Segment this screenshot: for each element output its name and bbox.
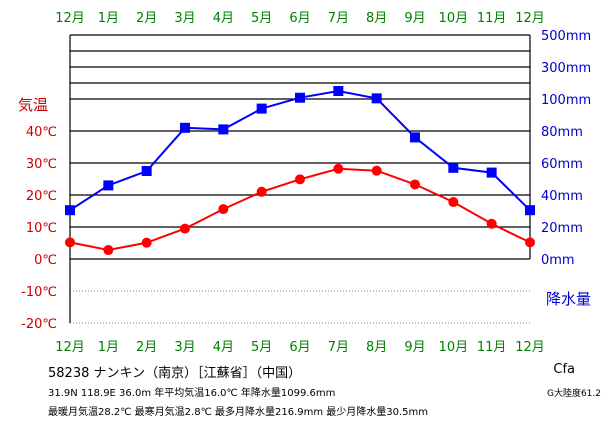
month-label-top: 3月 (174, 11, 195, 26)
month-label-bottom: 6月 (289, 340, 310, 355)
temperature-point (371, 165, 382, 176)
precipitation-tick-label: 300mm (541, 61, 591, 76)
month-label-top: 2月 (136, 11, 157, 26)
precipitation-series (65, 86, 535, 216)
temperature-tick-label: 40℃ (26, 125, 57, 140)
month-label-top: 4月 (213, 11, 234, 26)
temperature-point (486, 218, 497, 229)
temperature-point (65, 237, 75, 248)
month-label-bottom: 4月 (213, 340, 234, 355)
precipitation-point (448, 162, 459, 173)
month-label-top: 8月 (366, 11, 387, 26)
month-label-top: 9月 (404, 11, 425, 26)
precipitation-tick-label: 40mm (541, 189, 583, 204)
precipitation-point (141, 166, 152, 176)
precipitation-point (180, 122, 190, 133)
month-label-top: 7月 (328, 11, 349, 26)
temperature-point (410, 179, 420, 190)
month-label-top: 10月 (439, 11, 469, 26)
month-label-top: 5月 (251, 11, 272, 26)
temperature-tick-label: 20℃ (26, 189, 57, 204)
precipitation-point (486, 167, 497, 178)
precipitation-tick-label: 60mm (541, 157, 583, 172)
temperature-point (295, 174, 305, 185)
month-label-bottom: 7月 (328, 340, 349, 355)
temperature-point (103, 245, 114, 256)
precipitation-axis-label: 降水量 (546, 290, 591, 308)
temperature-point (256, 186, 267, 197)
temperature-tick-label: 10℃ (26, 221, 57, 236)
month-label-top: 6月 (289, 11, 310, 26)
month-label-top: 12月 (55, 11, 85, 26)
temperature-point (448, 197, 459, 208)
precipitation-point (410, 132, 420, 143)
temperature-tick-label: 30℃ (26, 157, 57, 172)
month-label-bottom: 2月 (136, 340, 157, 355)
precipitation-point (256, 103, 267, 114)
precipitation-tick-label: 500mm (541, 29, 591, 44)
month-label-bottom: 8月 (366, 340, 387, 355)
temperature-point (333, 163, 344, 174)
precipitation-point (65, 205, 75, 216)
month-labels-top: 12月 1月 2月 3月 4月 5月 6月 7月 8月 9月 10月 11月 12月 (55, 11, 545, 26)
month-label-bottom: 11月 (477, 340, 507, 355)
month-label-bottom: 10月 (439, 340, 469, 355)
precipitation-point (218, 124, 229, 135)
month-label-top: 11月 (477, 11, 507, 26)
month-label-top: 12月 (515, 11, 545, 26)
month-label-top: 1月 (98, 11, 119, 26)
precipitation-tick-label: 100mm (541, 93, 591, 108)
temperature-tick-label: -20℃ (21, 317, 57, 332)
temperature-tick-label: 0℃ (34, 253, 57, 268)
temperature-axis-label: 気温 (18, 96, 48, 114)
month-label-bottom: 12月 (55, 340, 85, 355)
month-label-bottom: 3月 (174, 340, 195, 355)
temperature-point (218, 204, 229, 215)
month-label-bottom: 1月 (98, 340, 119, 355)
precipitation-tick-label: 80mm (541, 125, 583, 140)
month-label-bottom: 9月 (404, 340, 425, 355)
month-label-bottom: 12月 (515, 340, 545, 355)
temperature-point (141, 237, 152, 248)
precipitation-tick-labels: 500mm 300mm 100mm 80mm 60mm 40mm 20mm 0mm (541, 29, 591, 268)
temperature-tick-label: -10℃ (21, 285, 57, 300)
precipitation-point (525, 205, 535, 216)
precipitation-line (69, 89, 531, 212)
precipitation-point (295, 92, 305, 103)
precipitation-point (333, 86, 344, 96)
precipitation-point (371, 93, 382, 104)
temperature-series (65, 163, 535, 256)
temperature-tick-labels: 40℃ 30℃ 20℃ 10℃ 0℃ -10℃ -20℃ (21, 125, 57, 332)
precipitation-point (103, 180, 114, 191)
precipitation-tick-label: 0mm (541, 253, 575, 268)
temperature-point (525, 237, 535, 248)
month-label-bottom: 5月 (251, 340, 272, 355)
month-labels-bottom: 12月 1月 2月 3月 4月 5月 6月 7月 8月 9月 10月 11月 12月 (55, 340, 545, 355)
precipitation-tick-label: 20mm (541, 221, 583, 236)
temperature-point (180, 223, 190, 234)
